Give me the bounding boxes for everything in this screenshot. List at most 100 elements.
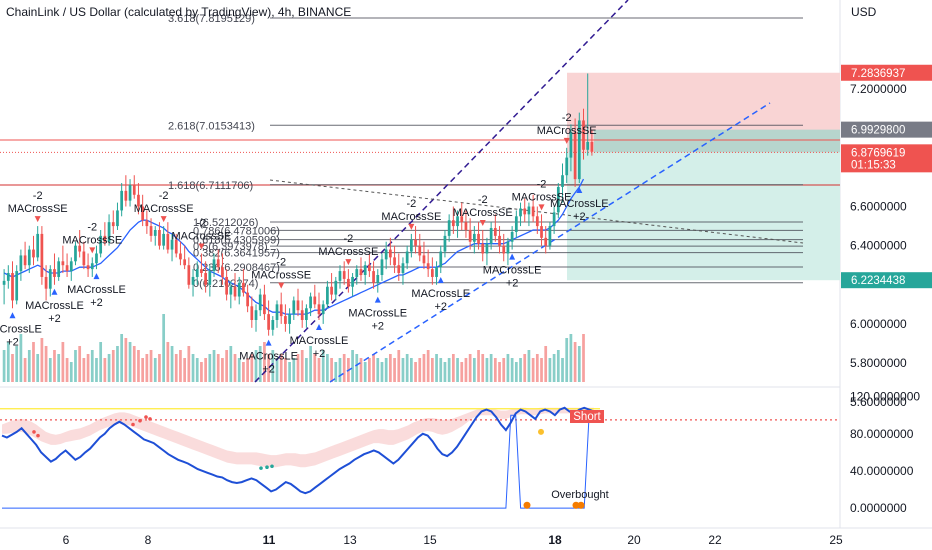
- candle: [426, 249, 430, 277]
- volume-bar: [242, 362, 245, 382]
- candle: [527, 202, 531, 227]
- candle-body: [153, 230, 157, 236]
- volume-bar: [363, 362, 367, 382]
- candle: [15, 265, 19, 305]
- candle: [540, 214, 543, 246]
- candle: [464, 210, 468, 238]
- candle: [502, 233, 506, 262]
- long-arrow-icon: [315, 324, 322, 330]
- candle: [498, 226, 501, 254]
- volume-bar: [233, 354, 237, 382]
- candle-body: [237, 282, 241, 297]
- candle-body: [330, 286, 333, 295]
- candle-body: [527, 206, 531, 215]
- volume-bar: [330, 358, 333, 382]
- candle-body: [141, 206, 145, 221]
- candle: [153, 226, 157, 246]
- candle: [195, 261, 199, 285]
- oscillator-axis-tick-label: 0.0000000: [850, 501, 907, 515]
- candle-body: [86, 265, 90, 270]
- volume-bar: [435, 354, 438, 382]
- candle: [514, 210, 518, 238]
- candle-body: [284, 316, 287, 324]
- candle: [233, 273, 237, 301]
- volume-bar: [300, 350, 304, 382]
- candle-body: [48, 269, 52, 289]
- long-arrow-icon: [374, 296, 381, 303]
- volume-bar: [418, 358, 422, 382]
- candle: [78, 230, 82, 258]
- short-arrow-icon: [479, 220, 486, 226]
- signal-label: +2: [48, 313, 61, 325]
- candle: [258, 288, 262, 317]
- signal-label: +2: [371, 321, 384, 333]
- candle-body: [519, 208, 522, 217]
- volume-bar: [489, 354, 493, 382]
- candle: [439, 245, 443, 274]
- signal-dot: [577, 501, 585, 509]
- candle-body: [498, 235, 501, 246]
- volume-bar: [225, 350, 228, 382]
- candle-body: [275, 304, 279, 320]
- candle-body: [69, 261, 73, 272]
- volume-bar: [384, 358, 388, 382]
- candle-body: [162, 233, 166, 246]
- candle: [523, 198, 527, 223]
- candle-body: [409, 239, 413, 252]
- volume-bar: [321, 350, 325, 382]
- short-signal-text: Short: [573, 411, 601, 423]
- candle-body: [174, 239, 178, 254]
- volume-bar: [279, 354, 283, 382]
- volume-bar: [540, 358, 543, 382]
- candle: [577, 112, 581, 184]
- volume-bar: [99, 342, 103, 382]
- candle: [590, 130, 594, 156]
- volume-bar: [519, 358, 522, 382]
- candle: [191, 269, 195, 297]
- volume-bar: [103, 358, 107, 382]
- volume-bar: [120, 334, 124, 382]
- candle-body: [573, 132, 577, 180]
- candle-body: [288, 314, 291, 324]
- fib-level-label: 2.618(7.0153413): [168, 120, 255, 132]
- candle: [242, 269, 245, 297]
- volume-bar: [124, 338, 128, 382]
- candle: [120, 183, 124, 217]
- volume-bar: [334, 362, 338, 382]
- candle-body: [149, 226, 153, 236]
- candle-body: [258, 294, 262, 311]
- marker-dot: [148, 417, 152, 421]
- signal-label: -2: [406, 198, 416, 210]
- candle-body: [321, 304, 325, 315]
- candle: [296, 288, 300, 317]
- volume-bar: [128, 342, 132, 382]
- candle: [531, 194, 535, 223]
- candle-body: [502, 245, 506, 254]
- overbought-annotation: Overbought: [551, 489, 608, 501]
- price-tag-value: 6.9929800: [851, 125, 905, 137]
- volume-bar: [405, 354, 409, 382]
- signal-label: MACrossLE: [411, 288, 470, 300]
- volume-bar: [271, 350, 275, 382]
- price-tag-value: 7.2836937: [851, 68, 905, 80]
- candle: [40, 226, 44, 285]
- candle: [414, 226, 417, 254]
- candle-body: [120, 190, 124, 211]
- candle: [116, 202, 119, 230]
- volume-bar: [552, 354, 556, 382]
- volume-bar: [464, 358, 468, 382]
- candle: [548, 222, 552, 250]
- candle-body: [27, 249, 31, 266]
- candle-body: [313, 296, 317, 305]
- candle: [288, 308, 291, 334]
- candle-body: [418, 245, 422, 256]
- long-arrow-icon: [93, 273, 100, 280]
- candle-body: [208, 271, 212, 285]
- candle-body: [267, 314, 270, 330]
- candle: [485, 237, 489, 266]
- candle: [23, 241, 27, 270]
- candle: [317, 292, 321, 320]
- candle: [418, 233, 422, 262]
- candle: [86, 253, 90, 277]
